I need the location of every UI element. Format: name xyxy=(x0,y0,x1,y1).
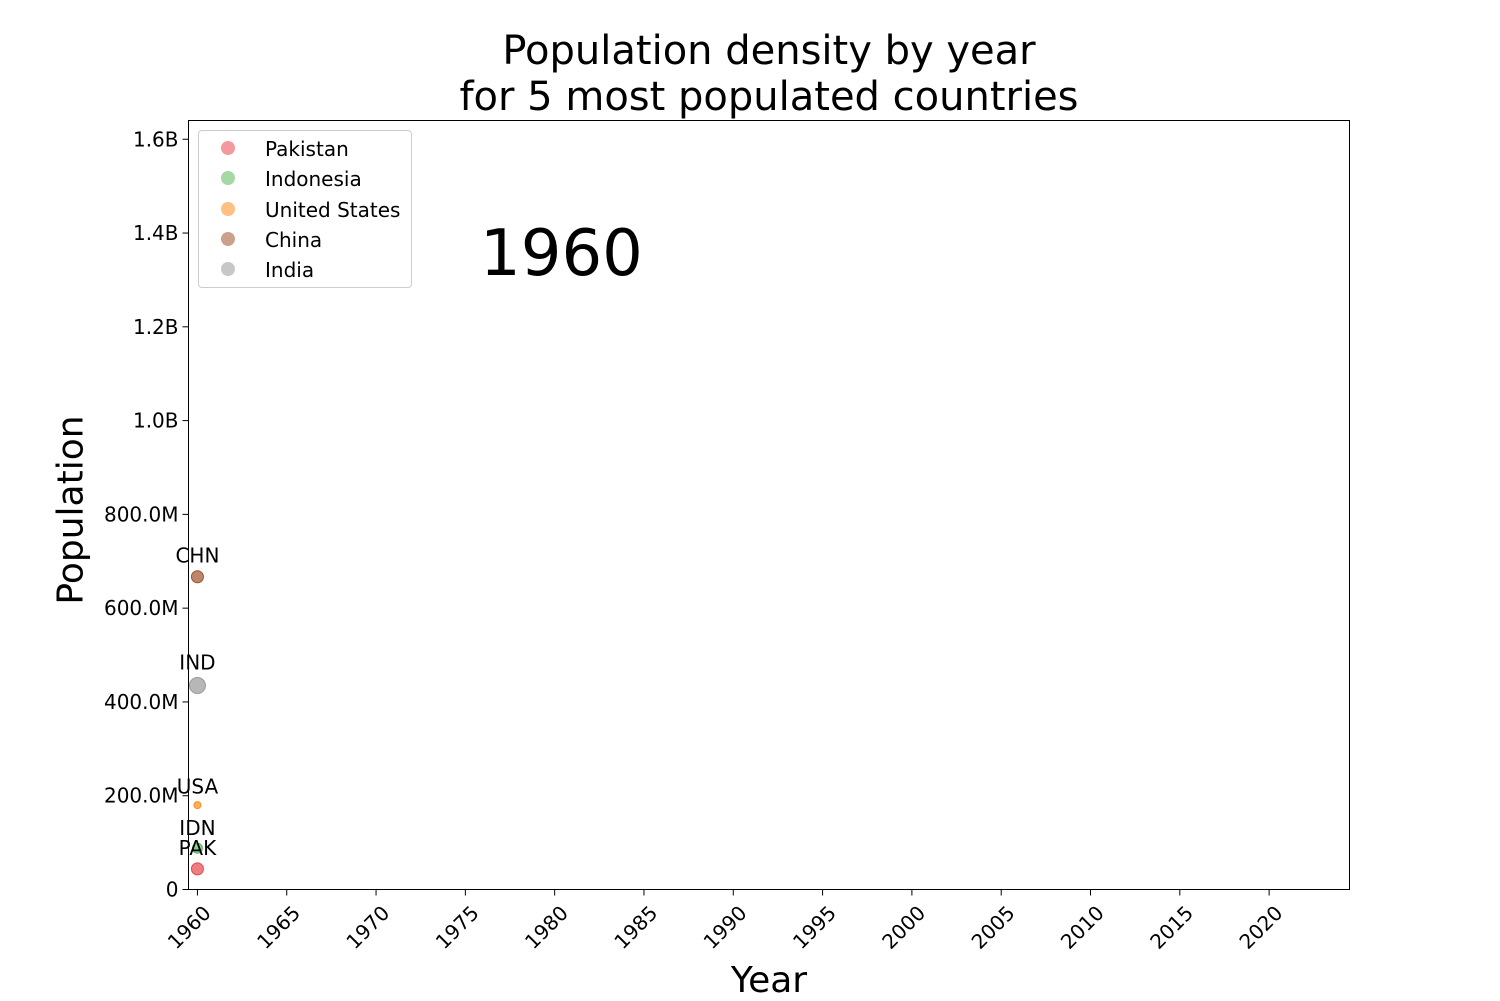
data-label-chn: CHN xyxy=(175,544,219,568)
x-axis-ticks: 1960 1965 1970 1975 1980 1985 1990 1995 2000 2005… xyxy=(163,889,1287,954)
legend-item-united-states: United States xyxy=(199,194,413,224)
y-tick-label: 1.6B xyxy=(133,127,179,151)
data-point-chn xyxy=(190,570,204,584)
legend-item-india: India xyxy=(199,254,413,284)
x-axis-label: Year xyxy=(730,960,808,1001)
y-tick-label: 0 xyxy=(166,878,179,902)
legend-label-india: India xyxy=(265,258,315,282)
y-tick-label: 1.0B xyxy=(133,409,179,433)
data-point-idn xyxy=(191,842,203,854)
legend-item-china: China xyxy=(199,224,413,254)
legend-label-china: China xyxy=(265,228,323,252)
legend-marker-pakistan xyxy=(221,141,235,155)
y-tick-label: 1.4B xyxy=(133,221,179,245)
chart-title-line-2: for 5 most populated countries xyxy=(459,74,1079,120)
plot-frame xyxy=(188,120,1350,890)
x-tick-label: 2005 xyxy=(967,901,1020,954)
y-axis-label: Population xyxy=(50,415,92,605)
data-label-ind: IND xyxy=(179,651,215,675)
x-tick-label: 2015 xyxy=(1145,901,1198,954)
x-tick-label: 1990 xyxy=(699,901,752,954)
legend-marker-china xyxy=(221,232,235,246)
chart-title-line-1: Population density by year xyxy=(502,28,1036,74)
legend-marker-indonesia xyxy=(221,171,235,185)
legend-marker-united-states xyxy=(221,202,235,216)
data-point-ind xyxy=(188,677,206,695)
x-tick-label: 2010 xyxy=(1056,901,1109,954)
legend: Pakistan Indonesia United States China I… xyxy=(198,130,412,288)
legend-label-indonesia: Indonesia xyxy=(265,167,362,191)
x-tick-label: 1965 xyxy=(252,901,305,954)
y-tick-label: 1.2B xyxy=(133,315,179,339)
y-axis-ticks: 0 200.0M 400.0M 600.0M 800.0M 1.0B 1.2B 1.4B 1.6… xyxy=(104,127,189,902)
x-tick-label: 1980 xyxy=(520,901,573,954)
data-point-pak xyxy=(190,862,204,876)
x-tick-label: 1970 xyxy=(341,901,394,954)
y-tick-label: 800.0M xyxy=(104,502,179,526)
legend-label-united-states: United States xyxy=(265,198,401,222)
data-label-pak: PAK xyxy=(179,836,217,860)
y-tick-label: 400.0M xyxy=(104,690,179,714)
y-tick-label: 600.0M xyxy=(104,596,179,620)
y-tick-label: 200.0M xyxy=(104,784,179,808)
legend-item-pakistan: Pakistan xyxy=(199,133,413,163)
x-tick-label: 1985 xyxy=(609,901,662,954)
legend-item-indonesia: Indonesia xyxy=(199,163,413,193)
current-year-label: 1960 xyxy=(480,217,643,291)
data-label-usa: USA xyxy=(177,775,219,799)
legend-marker-india xyxy=(221,262,235,276)
data-label-idn: IDN xyxy=(179,816,215,840)
x-tick-label: 1975 xyxy=(431,901,484,954)
x-tick-label: 2000 xyxy=(877,901,930,954)
legend-label-pakistan: Pakistan xyxy=(265,137,349,161)
data-point-usa xyxy=(193,801,202,810)
x-tick-label: 1995 xyxy=(788,901,841,954)
x-tick-label: 1960 xyxy=(163,901,216,954)
x-tick-label: 2020 xyxy=(1234,901,1287,954)
